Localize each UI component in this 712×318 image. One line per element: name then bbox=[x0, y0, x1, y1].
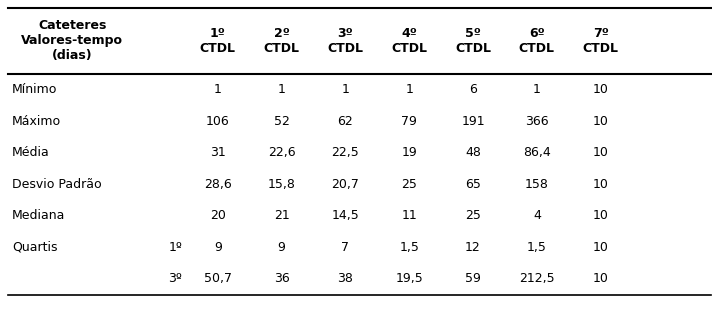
Text: 9: 9 bbox=[278, 241, 286, 254]
Text: 19: 19 bbox=[402, 146, 417, 159]
Text: 14,5: 14,5 bbox=[332, 209, 360, 222]
Text: 20: 20 bbox=[210, 209, 226, 222]
Text: 212,5: 212,5 bbox=[519, 272, 555, 285]
Text: 1º
CTDL: 1º CTDL bbox=[199, 27, 236, 55]
Text: 10: 10 bbox=[593, 272, 609, 285]
Text: 9: 9 bbox=[214, 241, 221, 254]
Text: 22,5: 22,5 bbox=[332, 146, 360, 159]
Text: 3º: 3º bbox=[168, 272, 182, 285]
Text: 50,7: 50,7 bbox=[204, 272, 231, 285]
Text: 10: 10 bbox=[593, 178, 609, 191]
Text: 25: 25 bbox=[465, 209, 481, 222]
Text: 79: 79 bbox=[402, 115, 417, 128]
Text: 19,5: 19,5 bbox=[395, 272, 423, 285]
Text: 10: 10 bbox=[593, 146, 609, 159]
Text: 11: 11 bbox=[402, 209, 417, 222]
Text: Máximo: Máximo bbox=[12, 115, 61, 128]
Text: 7: 7 bbox=[341, 241, 350, 254]
Text: 21: 21 bbox=[273, 209, 289, 222]
Text: 20,7: 20,7 bbox=[331, 178, 360, 191]
Text: 1,5: 1,5 bbox=[399, 241, 419, 254]
Text: 1: 1 bbox=[214, 83, 221, 96]
Text: 28,6: 28,6 bbox=[204, 178, 231, 191]
Text: Mediana: Mediana bbox=[12, 209, 66, 222]
Text: 4: 4 bbox=[533, 209, 541, 222]
Text: 158: 158 bbox=[525, 178, 549, 191]
Text: 65: 65 bbox=[465, 178, 481, 191]
Text: 12: 12 bbox=[465, 241, 481, 254]
Text: 6º
CTDL: 6º CTDL bbox=[519, 27, 555, 55]
Text: Mínimo: Mínimo bbox=[12, 83, 58, 96]
Text: 7º
CTDL: 7º CTDL bbox=[582, 27, 619, 55]
Text: 31: 31 bbox=[210, 146, 226, 159]
Text: 10: 10 bbox=[593, 115, 609, 128]
Text: 52: 52 bbox=[273, 115, 290, 128]
Text: 10: 10 bbox=[593, 83, 609, 96]
Text: 22,6: 22,6 bbox=[268, 146, 295, 159]
Text: Desvio Padrão: Desvio Padrão bbox=[12, 178, 102, 191]
Text: 1: 1 bbox=[278, 83, 286, 96]
Text: 106: 106 bbox=[206, 115, 229, 128]
Text: 366: 366 bbox=[525, 115, 549, 128]
Text: 1º: 1º bbox=[168, 241, 182, 254]
Text: 191: 191 bbox=[461, 115, 485, 128]
Text: 3º
CTDL: 3º CTDL bbox=[328, 27, 363, 55]
Text: 10: 10 bbox=[593, 209, 609, 222]
Text: Cateteres
Valores-tempo
(dias): Cateteres Valores-tempo (dias) bbox=[21, 19, 123, 62]
Text: 59: 59 bbox=[465, 272, 481, 285]
Text: 10: 10 bbox=[593, 241, 609, 254]
Text: 2º
CTDL: 2º CTDL bbox=[263, 27, 300, 55]
Text: 86,4: 86,4 bbox=[523, 146, 550, 159]
Text: 15,8: 15,8 bbox=[268, 178, 295, 191]
Text: 38: 38 bbox=[337, 272, 353, 285]
Text: 1: 1 bbox=[405, 83, 413, 96]
Text: 48: 48 bbox=[465, 146, 481, 159]
Text: 62: 62 bbox=[337, 115, 353, 128]
Text: 4º
CTDL: 4º CTDL bbox=[391, 27, 427, 55]
Text: 25: 25 bbox=[402, 178, 417, 191]
Text: 36: 36 bbox=[273, 272, 289, 285]
Text: 1: 1 bbox=[533, 83, 541, 96]
Text: 6: 6 bbox=[469, 83, 477, 96]
Text: 1: 1 bbox=[342, 83, 350, 96]
Text: Quartis: Quartis bbox=[12, 241, 58, 254]
Text: Média: Média bbox=[12, 146, 50, 159]
Text: 1,5: 1,5 bbox=[527, 241, 547, 254]
Text: 5º
CTDL: 5º CTDL bbox=[455, 27, 491, 55]
